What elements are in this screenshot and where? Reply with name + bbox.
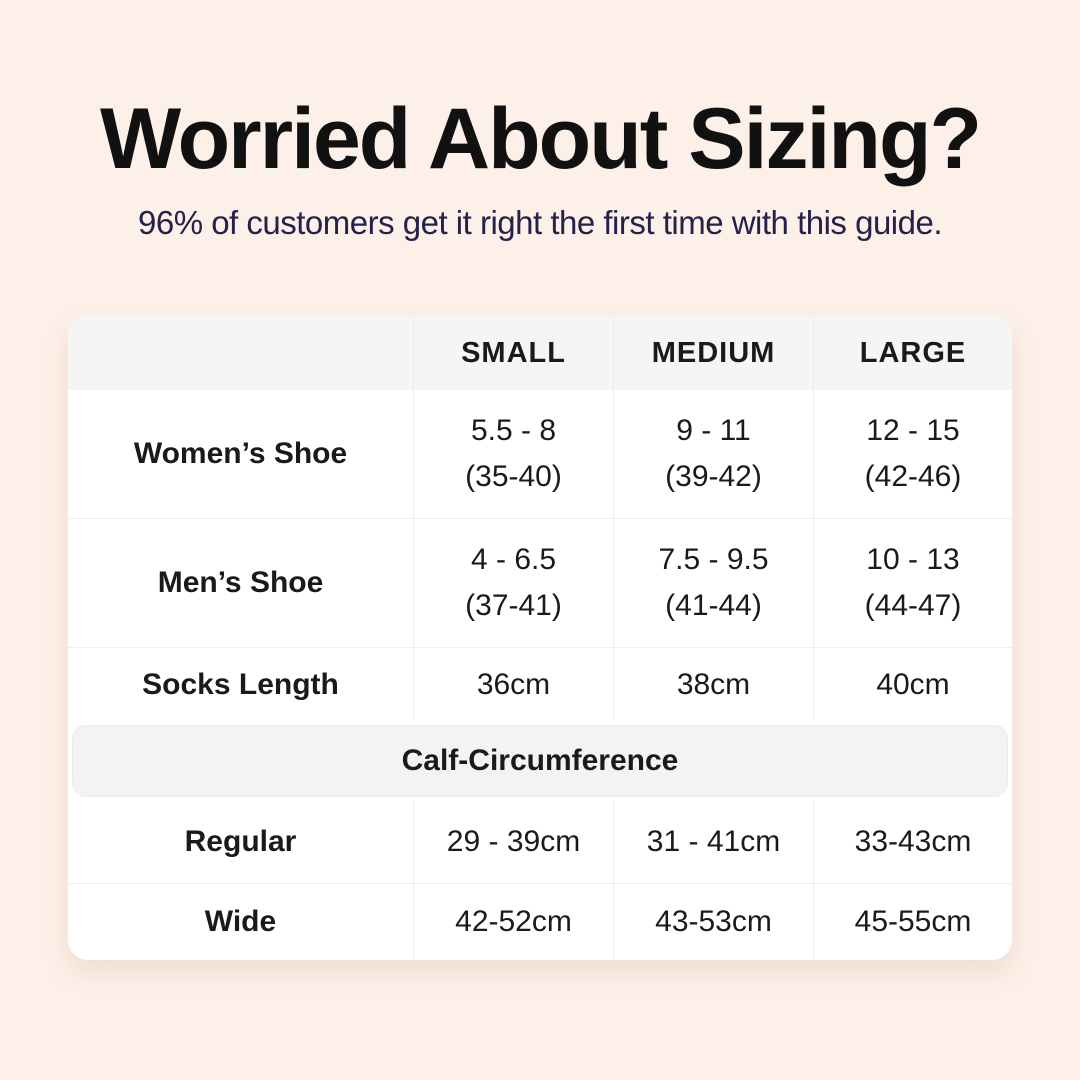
- page-subtitle: 96% of customers get it right the first …: [137, 204, 943, 241]
- cell-line: 12 - 15: [866, 414, 960, 447]
- table-cell: 36cm: [413, 648, 613, 722]
- table-cell: 33-43cm: [813, 800, 1012, 883]
- table-cell: 43-53cm: [613, 884, 813, 960]
- corner-cell: [68, 315, 413, 390]
- table-row-socks-length: Socks Length 36cm 38cm 40cm: [68, 647, 1012, 722]
- cell-line: 29 - 39cm: [446, 824, 581, 858]
- cell-line: 38cm: [676, 668, 751, 701]
- table-cell: 38cm: [613, 648, 813, 722]
- section-band-row: Calf-Circumference: [68, 722, 1012, 800]
- table-cell: 29 - 39cm: [413, 800, 613, 883]
- cell-line: 9 - 11: [676, 414, 751, 447]
- cell-line: 45-55cm: [854, 905, 972, 938]
- column-header-large: LARGE: [813, 315, 1012, 390]
- header-block: Worried About Sizing? 96% of customers g…: [0, 96, 1080, 242]
- row-label: Socks Length: [142, 668, 339, 701]
- table-cell: 12 - 15 (42-46): [813, 390, 1012, 518]
- table-cell: 7.5 - 9.5 (41-44): [613, 519, 813, 647]
- cell-line: 40cm: [876, 668, 950, 701]
- cell-line: 7.5 - 9.5: [658, 543, 769, 576]
- table-cell: 10 - 13 (44-47): [813, 519, 1012, 647]
- column-header-medium: MEDIUM: [613, 315, 813, 390]
- cell-line: 5.5 - 8: [470, 414, 557, 447]
- cell-line: 31 - 41cm: [646, 824, 781, 858]
- table-cell: 42-52cm: [413, 884, 613, 960]
- row-label: Women’s Shoe: [133, 437, 348, 470]
- cell-line: (39-42): [665, 460, 762, 493]
- table-cell: 40cm: [813, 648, 1012, 722]
- section-header-label: Calf-Circumference: [401, 744, 679, 777]
- table-cell: 9 - 11 (39-42): [613, 390, 813, 518]
- cell-line: 36cm: [476, 668, 551, 701]
- row-label: Men’s Shoe: [157, 566, 324, 599]
- table-cell: 31 - 41cm: [613, 800, 813, 883]
- table-cell: 4 - 6.5 (37-41): [413, 519, 613, 647]
- table-row-wide: Wide 42-52cm 43-53cm 45-55cm: [68, 883, 1012, 960]
- table-row-womens-shoe: Women’s Shoe 5.5 - 8 (35-40) 9 - 11 (39-…: [68, 390, 1012, 518]
- cell-line: 43-53cm: [655, 905, 772, 938]
- table-header-row: SMALL MEDIUM LARGE: [68, 315, 1012, 390]
- cell-line: 10 - 13: [866, 543, 960, 576]
- page-title: Worried About Sizing?: [99, 91, 982, 187]
- table-row-regular: Regular 29 - 39cm 31 - 41cm 33-43cm: [68, 800, 1012, 883]
- section-band: Calf-Circumference: [72, 725, 1008, 797]
- table-cell: 5.5 - 8 (35-40): [413, 390, 613, 518]
- cell-line: (44-47): [864, 589, 962, 622]
- cell-line: (41-44): [665, 589, 762, 622]
- cell-line: 33-43cm: [854, 824, 972, 858]
- row-label: Wide: [204, 905, 277, 938]
- table-cell: 45-55cm: [813, 884, 1012, 960]
- column-header-small: SMALL: [413, 315, 613, 390]
- cell-line: (42-46): [864, 460, 962, 493]
- cell-line: 4 - 6.5: [470, 543, 557, 576]
- table-row-mens-shoe: Men’s Shoe 4 - 6.5 (37-41) 7.5 - 9.5 (41…: [68, 518, 1012, 647]
- row-label: Regular: [184, 824, 297, 858]
- size-guide-table: SMALL MEDIUM LARGE Women’s Shoe 5.5 - 8 …: [68, 315, 1012, 960]
- cell-line: 42-52cm: [455, 905, 572, 938]
- cell-line: (37-41): [465, 589, 562, 622]
- cell-line: (35-40): [465, 460, 562, 493]
